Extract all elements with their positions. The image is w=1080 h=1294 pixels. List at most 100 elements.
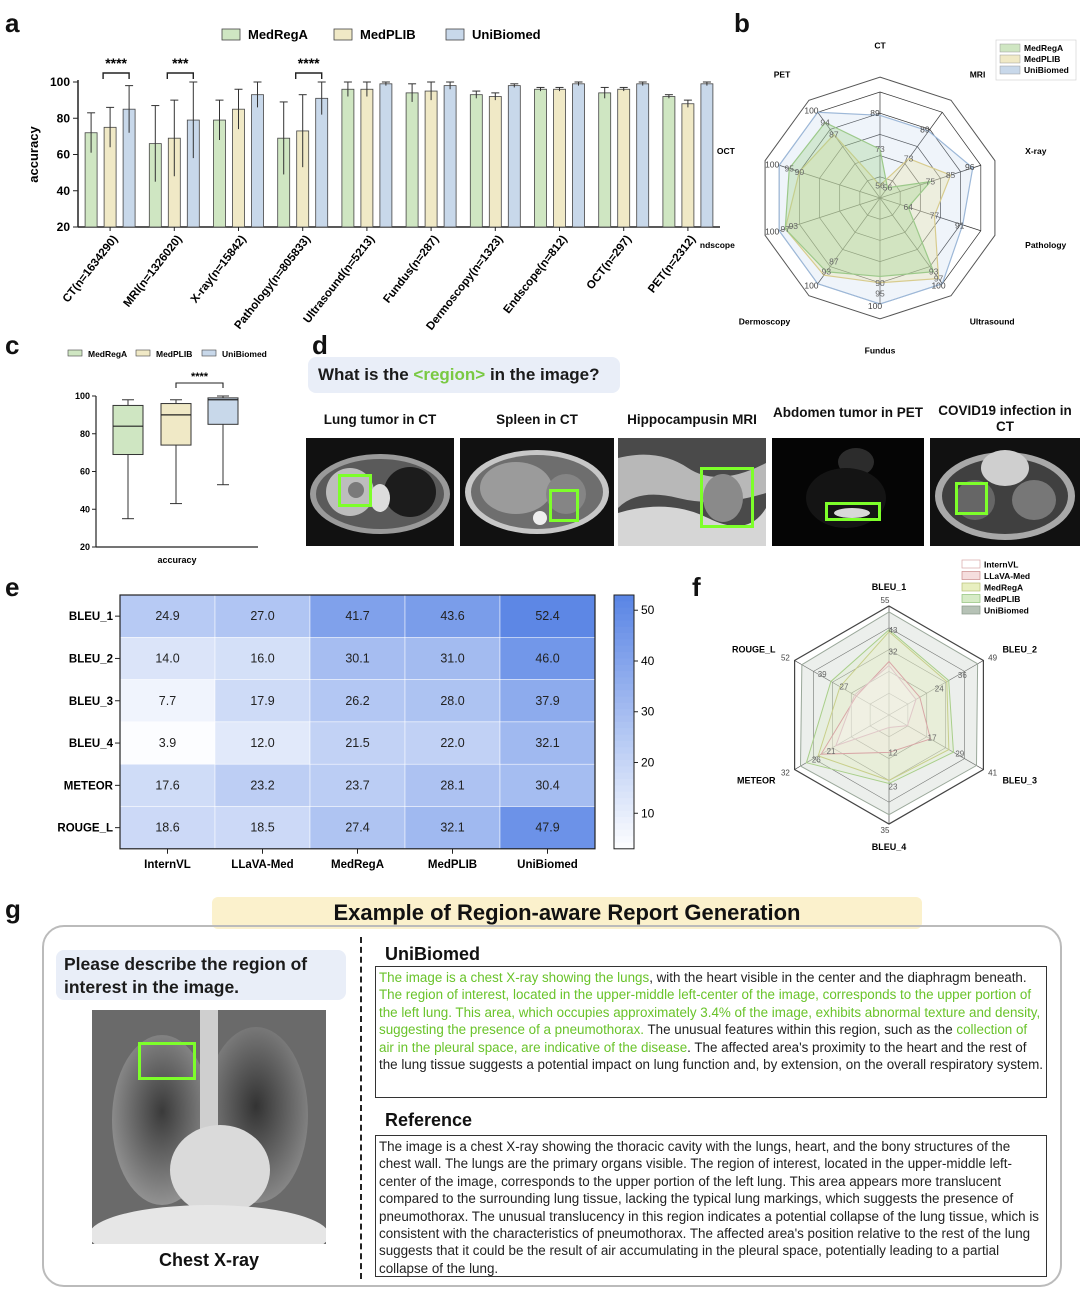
heatmap-cell [499, 806, 596, 850]
colorbar-step [614, 721, 634, 729]
report-segment: , with the heart visible in the center a… [649, 970, 1027, 985]
heatmap-value: 14.0 [155, 651, 179, 665]
heatmap-value: 23.2 [250, 778, 274, 792]
radar-max-label: 55 [881, 596, 890, 605]
significance-label: **** [191, 371, 209, 383]
radar-axis-label: Dermoscopy [739, 316, 791, 326]
bar [636, 83, 650, 228]
legend-swatch [221, 28, 241, 41]
radar-outer-label: 100 [868, 301, 882, 311]
bar [469, 94, 483, 228]
region-box [825, 502, 881, 521]
col-label: LLaVA-Med [231, 859, 293, 871]
bar [405, 92, 419, 228]
bar [534, 88, 547, 228]
radar-value-label: 90 [875, 278, 885, 288]
radar-value-label: 29 [955, 750, 964, 759]
bar [443, 85, 457, 228]
reference-report: The image is a chest X-ray showing the t… [375, 1135, 1047, 1277]
heatmap-value: 23.7 [345, 778, 369, 792]
colorbar-step [614, 810, 634, 818]
colorbar-tick-label: 30 [641, 705, 655, 719]
col-label: MedPLIB [428, 859, 477, 871]
x-tick-label: Fundus(n=287) [381, 233, 441, 305]
colorbar-tick-label: 10 [641, 806, 655, 820]
y-tick-label: 60 [80, 467, 90, 477]
legend-label: MedRegA [1024, 43, 1063, 53]
colorbar-step [614, 696, 634, 704]
legend-swatch [67, 349, 83, 357]
region-box [700, 467, 754, 528]
panel-label-c: c [5, 330, 20, 360]
bar [379, 83, 393, 228]
caption-abdomen-tumor: Abdomen tumor in PET [773, 405, 923, 420]
colorbar-step [614, 785, 634, 793]
bar [553, 88, 566, 228]
heatmap-cell [214, 763, 311, 807]
legend-label: MedRegA [984, 583, 1023, 593]
legend-label: MedRegA [248, 27, 309, 42]
radar-value-label: 56 [883, 183, 893, 193]
radar-max-label: 32 [781, 769, 790, 778]
bar [617, 88, 631, 228]
radar-spoke [879, 112, 943, 199]
heatmap-value: 7.7 [159, 694, 176, 708]
legend-swatch [961, 559, 981, 569]
report-segment: . The affected area's proximity to the h… [379, 1039, 1043, 1073]
radar-spoke [879, 197, 981, 232]
radar-axis-label: Fundus [865, 346, 896, 356]
y-tick-label: 100 [50, 75, 70, 89]
heatmap-value: 31.0 [440, 651, 464, 665]
bar [598, 92, 612, 228]
heatmap-value: 47.9 [535, 821, 559, 835]
significance-label: *** [172, 55, 189, 71]
radar-outer-label: 100 [804, 106, 818, 116]
radar-value-label: 21 [827, 747, 836, 756]
legend-label: MedPLIB [360, 27, 416, 42]
radar-axis-label: BLEU_2 [1002, 645, 1037, 655]
divider [360, 937, 362, 1279]
bar [251, 94, 264, 228]
radar-max-label: 35 [881, 826, 890, 835]
significance-bracket [166, 72, 194, 79]
radar-axis-label: ROUGE_L [732, 645, 776, 655]
x-tick-label: Pathology(n=805833) [233, 233, 314, 331]
colorbar-step [614, 766, 634, 774]
panel-label-a: a [5, 8, 20, 38]
legend-swatch [333, 28, 353, 41]
pet-illustration [806, 448, 886, 528]
caption-hippocampus: Hippocampusin MRI [627, 412, 757, 427]
radar-spoke [888, 714, 984, 770]
colorbar-step [614, 677, 634, 685]
heatmap-cell [499, 679, 596, 723]
scan-lung-ct [306, 438, 454, 546]
colorbar-step [614, 652, 634, 659]
radar-value-label: 26 [812, 755, 821, 764]
heatmap-cell [404, 679, 501, 723]
colorbar-step [614, 791, 634, 799]
radar-axis-label: BLEU_3 [1002, 776, 1037, 786]
radar-axis-label: BLEU_4 [872, 842, 907, 852]
radar-value-label: 85 [946, 170, 956, 180]
y-tick-label: 40 [80, 504, 90, 514]
colorbar-step [614, 829, 634, 837]
heatmap-value: 46.0 [535, 651, 559, 665]
caption-covid19: COVID19 infection in CT [938, 403, 1072, 434]
colorbar-step [614, 683, 634, 691]
legend-label: UniBiomed [222, 349, 267, 359]
radar-axis-label: BLEU_1 [872, 582, 907, 592]
heatmap-cell [119, 637, 216, 680]
heatmap-cell [404, 806, 501, 850]
radar-frame-outer [764, 76, 996, 320]
radar-spoke [794, 660, 890, 716]
box-plot-accuracy: 20 40 60 80 100 accuracy **** MedRegA MedPLIB Uni… [67, 349, 267, 565]
heatmap-value: 32.1 [440, 821, 464, 835]
significance-bracket [102, 72, 130, 79]
radar-series [799, 611, 979, 816]
legend-label: UniBiomed [1024, 65, 1069, 75]
heatmap-value: 17.6 [155, 778, 179, 792]
radar-value-label: 12 [889, 748, 898, 757]
heatmap-cell [309, 806, 406, 850]
heatmap-value: 27.0 [250, 609, 274, 623]
heatmap-cell [309, 637, 406, 680]
